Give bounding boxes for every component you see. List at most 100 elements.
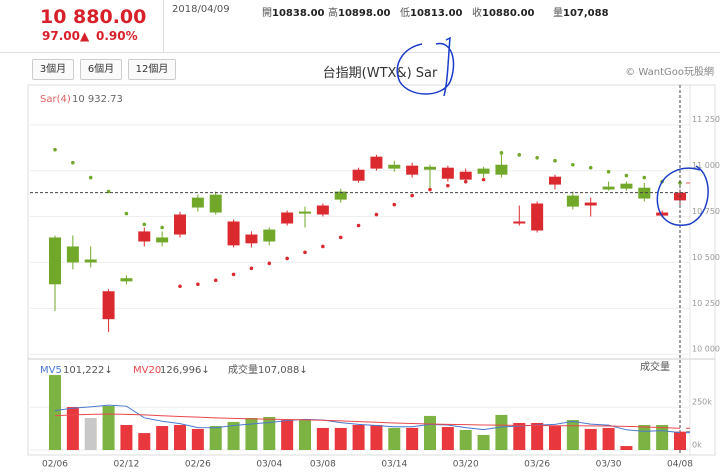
sar-dot [410, 193, 414, 198]
volume-bar [263, 416, 276, 450]
candle-body [638, 187, 651, 199]
volume-bar [102, 406, 115, 450]
x-tick-label: 03/14 [381, 460, 407, 470]
x-tick-label: 03/20 [453, 460, 479, 470]
volume-bar [227, 421, 240, 450]
sar-dot [231, 272, 236, 277]
separator [163, 0, 164, 52]
volume-bar [316, 427, 329, 450]
x-tick-label: 02/12 [113, 460, 139, 470]
sar-dot [535, 155, 539, 160]
volume-bar [66, 407, 79, 450]
chart-title: 台指期(WTX&) Sar [322, 66, 438, 81]
candle-body [495, 164, 508, 175]
sar-dot [553, 158, 557, 163]
volume-bar [441, 427, 454, 450]
annotation [396, 36, 455, 97]
range-button[interactable]: 12個月 [128, 59, 176, 80]
volume-bar [156, 426, 169, 450]
range-button[interactable]: 6個月 [80, 59, 122, 80]
last-price: 10 880.00 [40, 6, 147, 28]
candle-body [156, 237, 169, 243]
candle-body [334, 191, 347, 200]
volume-bar [602, 427, 615, 450]
plot-frame [27, 84, 716, 456]
candle-body [370, 156, 383, 169]
sar-dot [374, 212, 379, 217]
field-value: 107,088 [563, 8, 609, 19]
legend-name: MV20 [133, 365, 161, 376]
candle-body [513, 221, 526, 224]
candle-body [424, 166, 436, 170]
x-tick-label: 03/04 [256, 460, 282, 470]
sar-dot [606, 169, 611, 174]
y-tick-label: 10 500 [692, 253, 720, 262]
quote-field: 收10880.00 [472, 4, 535, 19]
candle-body [406, 165, 419, 175]
y-tick-label: 10 250 [692, 299, 720, 308]
candle-body [549, 176, 561, 185]
candle-body [49, 237, 61, 285]
candle-body [138, 231, 151, 242]
panel-title: 成交量 [640, 360, 670, 373]
candle-body [102, 291, 115, 320]
quote-field: 低10813.00 [400, 4, 463, 19]
sar-dot [303, 250, 307, 255]
volume-bar [513, 422, 526, 450]
moving-average-line [54, 404, 681, 434]
annotation [656, 165, 709, 226]
field-label: 開 [262, 8, 272, 19]
volume-bar [459, 429, 472, 450]
range-button[interactable]: 3個月 [32, 59, 74, 80]
sar-dot [321, 244, 325, 249]
candle-body [566, 195, 579, 207]
copyright[interactable]: © WantGoo玩股網 [625, 67, 714, 78]
candle-body [263, 229, 276, 242]
candle-body [245, 234, 258, 244]
candle-body [584, 202, 597, 206]
volume-bar [281, 420, 294, 450]
x-tick-label: 02/26 [185, 460, 211, 470]
change-pct: 0.90% [96, 29, 138, 43]
sar-dot [178, 284, 182, 289]
sar-dot [642, 175, 647, 180]
sar-dot [249, 266, 254, 271]
sar-dot [356, 223, 361, 228]
sar-legend-value: 10 932.73 [72, 94, 123, 105]
candle-body [299, 211, 311, 214]
volume-bar [656, 425, 669, 450]
sar-dot [499, 151, 504, 155]
field-value: 10813.00 [410, 8, 463, 19]
field-label: 高 [328, 8, 338, 19]
candle-body [531, 203, 544, 231]
volume-bar [334, 427, 347, 450]
y-tick-label: 0k [692, 441, 702, 450]
volume-bar [477, 434, 490, 450]
candle-body [209, 194, 222, 213]
y-tick-label: 11 000 [692, 161, 720, 170]
volume-bar [388, 427, 401, 450]
sar-legend-name: Sar(4) [40, 94, 71, 105]
volume-bar [531, 422, 544, 450]
sar-dot [624, 173, 629, 178]
y-tick-label: 11 250 [692, 115, 720, 124]
candle-body [620, 183, 633, 189]
sar-dot [463, 179, 468, 184]
sar-dot [428, 187, 432, 192]
quote-field: 開10838.00 [262, 4, 325, 19]
candle-body [441, 167, 454, 179]
volume-bar [584, 428, 597, 450]
y-tick-label: 250k [692, 398, 712, 407]
sar-dot [213, 278, 218, 283]
candle-body [352, 169, 365, 181]
x-tick-label: 03/30 [596, 460, 622, 470]
sar-dot [285, 256, 289, 261]
x-tick-label: 02/06 [42, 460, 68, 470]
x-tick-label: 03/08 [310, 460, 336, 470]
x-tick-label: 03/26 [524, 460, 550, 470]
sar-dot [446, 183, 450, 188]
volume-bar [495, 414, 508, 450]
volume-bar [620, 446, 633, 450]
sar-dot [196, 282, 200, 287]
field-value: 10838.00 [272, 8, 325, 19]
